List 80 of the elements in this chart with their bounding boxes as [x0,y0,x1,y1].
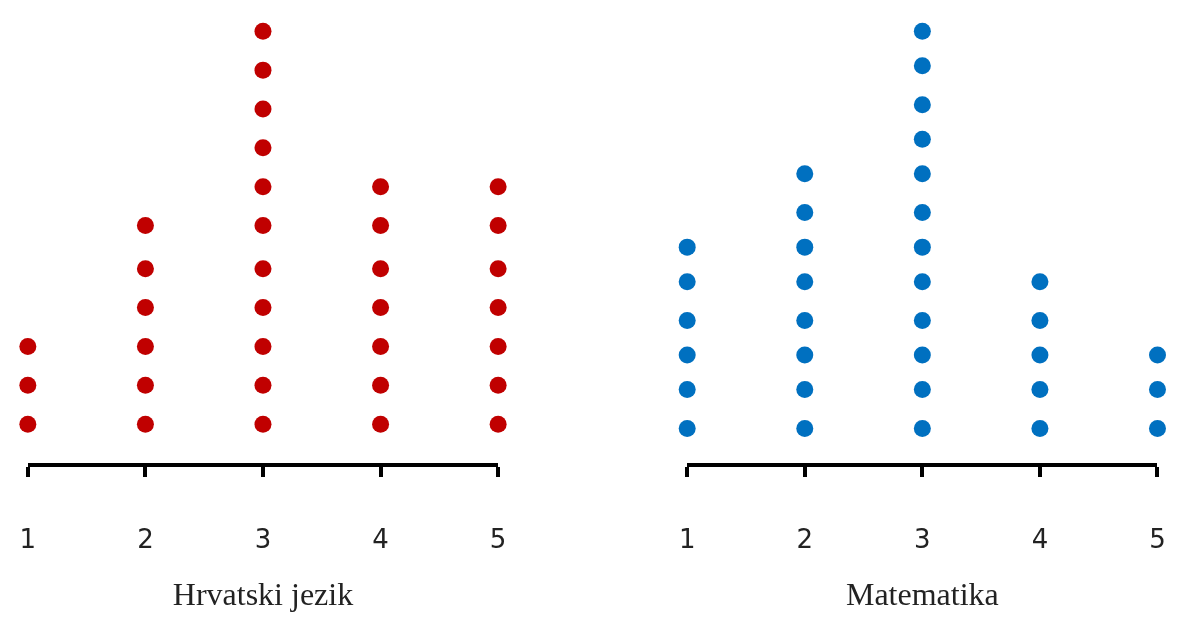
x-tick-label: 1 [19,524,37,555]
point [254,139,272,157]
point [913,381,931,399]
point [372,415,390,433]
point [796,346,814,364]
point [136,217,154,235]
point [678,312,696,330]
point [913,273,931,291]
point [913,346,931,364]
point [1031,381,1049,399]
point [19,376,37,394]
point [254,260,272,278]
point [1031,312,1049,330]
point [796,419,814,437]
point [489,178,507,196]
point [372,337,390,355]
point [136,376,154,394]
point [136,415,154,433]
point [913,96,931,114]
point [913,204,931,222]
point [796,312,814,330]
point [1031,273,1049,291]
x-tick-label: 5 [1149,524,1166,555]
point [913,312,931,330]
point [796,273,814,291]
point [796,381,814,399]
point [1149,419,1166,437]
x-tick-label: 3 [914,524,931,555]
point [254,299,272,317]
point [19,415,37,433]
point [489,299,507,317]
point [372,299,390,317]
point [678,238,696,256]
point [489,337,507,355]
x-tick-label: 5 [489,524,507,555]
x-tick-label: 4 [1031,524,1049,555]
x-axis-title: Hrvatski jezik [172,575,354,612]
point [254,337,272,355]
point [254,178,272,196]
point [254,415,272,433]
point [913,419,931,437]
point [678,381,696,399]
point [489,415,507,433]
point [1149,381,1166,399]
point [913,238,931,256]
point [136,260,154,278]
point [796,238,814,256]
point [372,178,390,196]
point [913,57,931,75]
point [254,22,272,40]
point [1031,346,1049,364]
x-tick-label: 3 [254,524,272,555]
x-tick-label: 1 [678,524,696,555]
point [678,346,696,364]
point [254,217,272,235]
point [1031,419,1049,437]
point [254,100,272,118]
point [489,260,507,278]
point [19,337,37,355]
point [796,204,814,222]
x-tick-label: 2 [796,524,814,555]
point [913,130,931,148]
point [489,376,507,394]
point [678,419,696,437]
x-tick-label: 4 [372,524,389,555]
x-tick-label: 2 [137,524,154,555]
point [1149,346,1166,364]
point [254,61,272,79]
point [796,165,814,183]
point [136,337,154,355]
point [372,260,390,278]
point [372,376,390,394]
point [913,165,931,183]
point [372,217,390,235]
x-axis-title: Matematika [845,575,999,612]
point [136,299,154,317]
point [678,273,696,291]
point [913,22,931,40]
point [489,217,507,235]
point [254,376,272,394]
